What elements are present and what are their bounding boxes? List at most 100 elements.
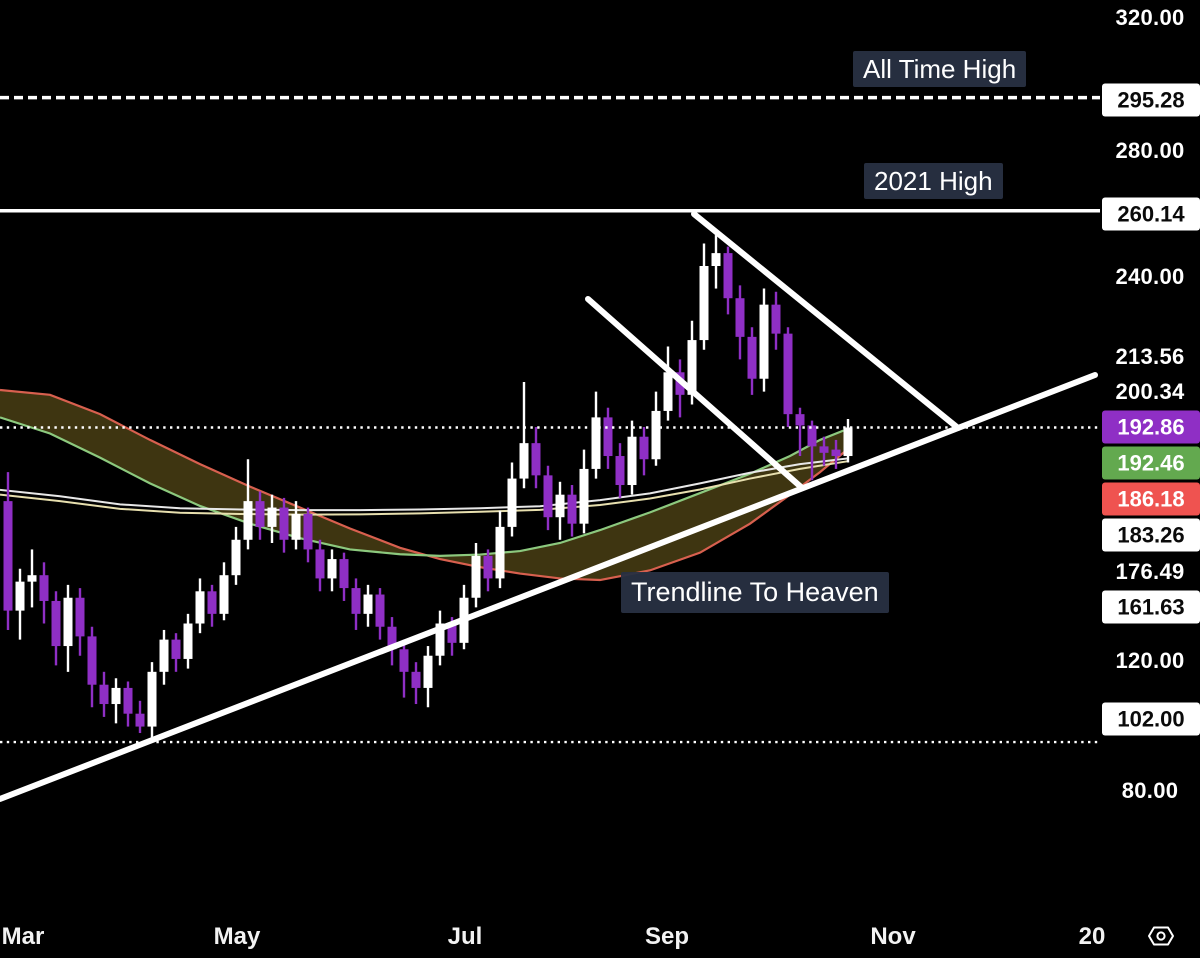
- candle-body: [375, 594, 385, 627]
- candle-body: [243, 501, 253, 540]
- annotation-trendline-to-heaven[interactable]: Trendline To Heaven: [621, 572, 889, 613]
- candle: [171, 633, 181, 672]
- candle: [303, 507, 313, 563]
- candle-body: [819, 446, 829, 453]
- candle: [819, 436, 829, 466]
- candle-body: [423, 655, 433, 688]
- candle: [219, 562, 229, 621]
- candle: [831, 439, 841, 469]
- candle: [243, 459, 253, 550]
- candle-body: [387, 626, 397, 650]
- price-axis-badge-green: 192.46: [1102, 446, 1200, 480]
- descending-trendline-inner[interactable]: [585, 296, 804, 490]
- candle: [3, 472, 13, 630]
- candle-body: [555, 494, 565, 518]
- candle-body: [795, 414, 805, 426]
- candle: [495, 510, 505, 589]
- candle-body: [183, 623, 193, 659]
- time-axis-label: May: [213, 922, 261, 950]
- candle: [375, 588, 385, 640]
- candle-body: [567, 494, 577, 524]
- time-axis-label: Sep: [644, 922, 690, 950]
- price-axis-label: 213.56: [1115, 344, 1185, 369]
- hexagon-center-dot: [1156, 931, 1166, 941]
- candle-body: [543, 475, 553, 518]
- candle-body: [843, 427, 853, 457]
- candle-body: [171, 639, 181, 659]
- candle-body: [267, 507, 277, 527]
- cloud-lower-line-green: [0, 416, 849, 557]
- candle: [435, 610, 445, 666]
- candle: [627, 420, 637, 495]
- candle: [471, 542, 481, 608]
- time-axis-label: Mar: [1, 922, 45, 950]
- candle: [531, 427, 541, 489]
- price-axis[interactable]: 320.00 295.28 280.00 260.14 240.00 213.56 200.…: [1100, 0, 1200, 915]
- annotation-all-time-high[interactable]: All Time High: [853, 51, 1027, 87]
- time-axis[interactable]: Mar May Jul Sep Nov 20: [0, 915, 1200, 958]
- candle-body: [663, 372, 673, 411]
- ascending-trendline-to-heaven[interactable]: [0, 372, 1098, 802]
- candle: [51, 591, 61, 666]
- time-axis-label: Nov: [870, 922, 916, 950]
- candle-body: [159, 639, 169, 672]
- candle: [147, 662, 157, 743]
- candle-body: [627, 436, 637, 486]
- price-axis-badge-red: 186.18: [1102, 482, 1200, 516]
- candle: [123, 681, 133, 727]
- candle: [483, 549, 493, 592]
- candle: [291, 501, 301, 550]
- candle-body: [123, 687, 133, 714]
- annotation-2021-high[interactable]: 2021 High: [864, 163, 1003, 199]
- candle: [195, 578, 205, 634]
- candle: [711, 235, 721, 289]
- descending-trendline-outer[interactable]: [691, 211, 961, 431]
- candle: [63, 584, 73, 672]
- candle: [207, 584, 217, 627]
- candle-body: [759, 304, 769, 379]
- candle: [771, 291, 781, 350]
- candle: [723, 246, 733, 315]
- candle: [39, 562, 49, 624]
- candle: [795, 407, 805, 457]
- candle: [423, 646, 433, 708]
- candle: [807, 420, 817, 481]
- candle-body: [495, 526, 505, 579]
- time-axis-label: Jul: [447, 922, 483, 950]
- candle: [615, 443, 625, 498]
- candle-body: [339, 559, 349, 589]
- candle-body: [471, 555, 481, 598]
- candle: [99, 671, 109, 717]
- candle: [651, 391, 661, 466]
- candle-body: [483, 555, 493, 579]
- candle: [519, 381, 529, 489]
- candle: [183, 613, 193, 669]
- candle-body: [255, 501, 265, 527]
- candle-body: [711, 253, 721, 267]
- candle-body: [507, 478, 517, 527]
- candle: [351, 578, 361, 630]
- candle: [399, 639, 409, 698]
- candle-body: [303, 514, 313, 550]
- candle-body: [579, 468, 589, 524]
- candle-body: [279, 507, 289, 540]
- cloud-upper-line-red: [0, 388, 849, 582]
- candle: [639, 427, 649, 476]
- candle: [231, 526, 241, 585]
- candle-body: [75, 597, 85, 637]
- candle-body: [219, 575, 229, 614]
- candle-body: [99, 684, 109, 705]
- candle: [675, 359, 685, 418]
- price-scale-settings-icon[interactable]: [1147, 922, 1175, 950]
- candle-body: [231, 539, 241, 576]
- moving-average-yellow: [0, 460, 849, 516]
- candle: [111, 678, 121, 724]
- candle-body: [27, 575, 37, 582]
- candle-body: [651, 410, 661, 460]
- price-axis-label: 200.34: [1115, 379, 1185, 404]
- candle-body: [207, 591, 217, 614]
- candle-body: [771, 304, 781, 334]
- candle-body: [3, 501, 13, 611]
